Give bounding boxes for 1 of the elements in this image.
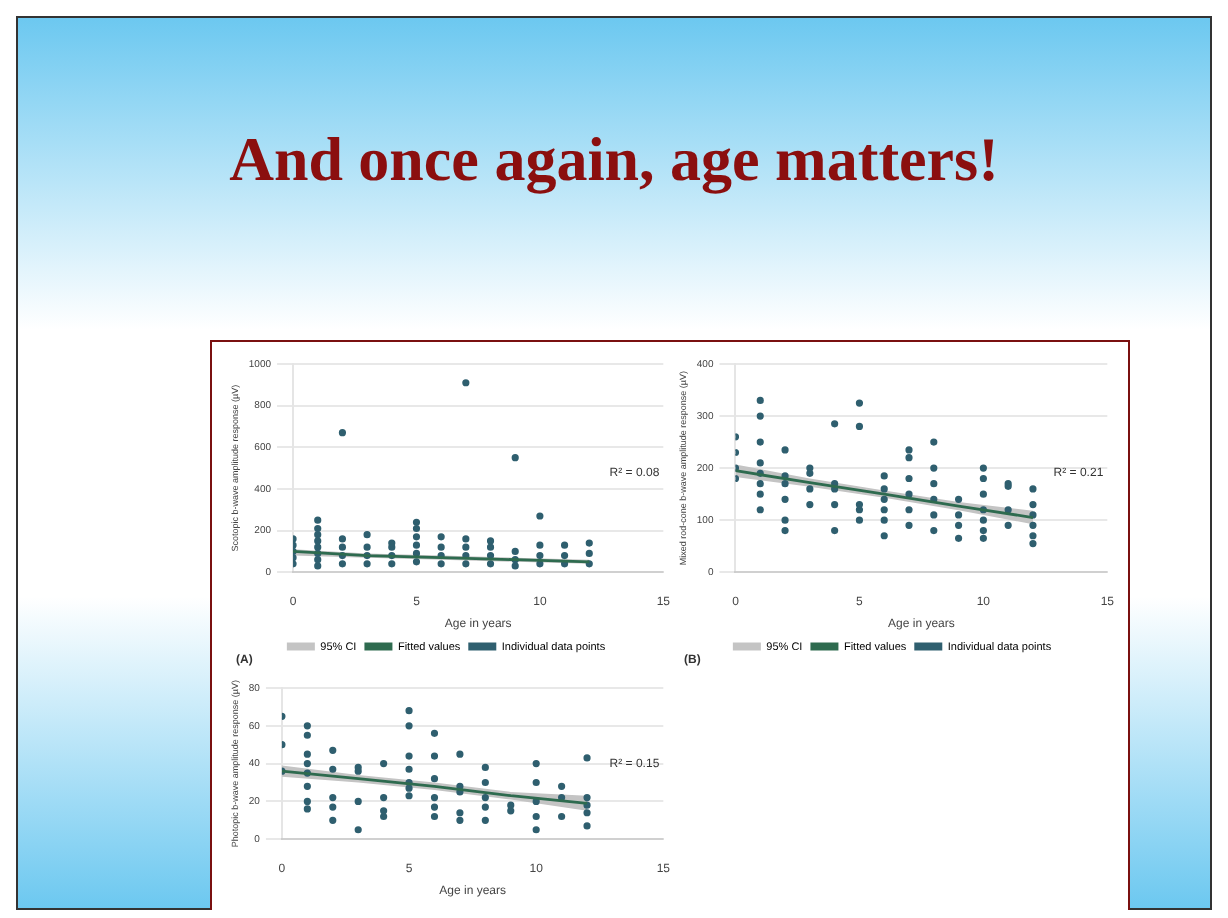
chart-title: And once again, age matters! xyxy=(227,124,1001,196)
